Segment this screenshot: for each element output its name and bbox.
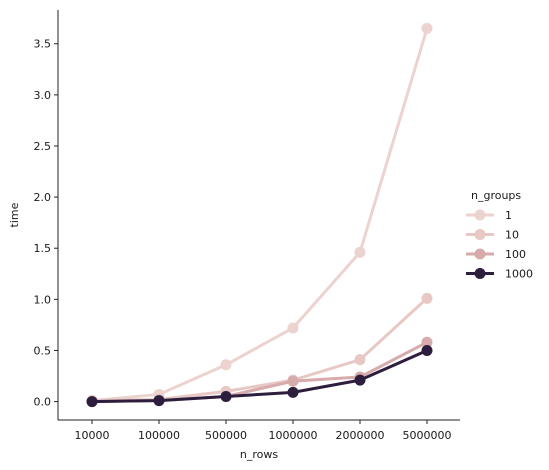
- y-tick-label: 1.5: [34, 242, 52, 255]
- series-line-10: [91, 297, 429, 403]
- x-tick-label: 10000: [75, 429, 110, 442]
- series-1000: [86, 344, 433, 408]
- legend: n_groups 1 10 100 1000: [466, 189, 533, 281]
- series-line-1000: [91, 349, 428, 404]
- data-point-1000: [421, 344, 433, 356]
- data-point-1: [287, 322, 299, 334]
- legend-swatch-marker: [474, 268, 486, 279]
- data-point-1: [421, 22, 433, 34]
- data-point-10: [421, 292, 433, 304]
- y-tick-label: 2.0: [34, 191, 52, 204]
- x-tick-label: 1000000: [269, 429, 318, 442]
- data-point-100: [287, 375, 299, 387]
- y-tick-label: 2.5: [34, 140, 52, 153]
- legend-entry-1000: 1000: [505, 268, 533, 281]
- x-tick-label: 2000000: [336, 429, 385, 442]
- data-point-1: [354, 246, 366, 258]
- data-point-1: [220, 359, 232, 371]
- y-tick-label: 3.0: [34, 89, 52, 102]
- data-point-1000: [287, 386, 299, 398]
- x-tick-label: 500000: [205, 429, 247, 442]
- legend-swatch-marker: [474, 248, 486, 260]
- data-point-1000: [153, 395, 165, 407]
- y-tick-label: 1.0: [34, 293, 52, 306]
- axes: 0.0 0.5 1.0 1.5 2.0 2.5 3.0 3.5 10000 100000 50000…: [34, 10, 460, 442]
- x-tick-label: 5000000: [403, 429, 452, 442]
- legend-entry-1: 1: [505, 209, 512, 222]
- legend-swatch-marker: [474, 209, 486, 221]
- legend-swatch-marker: [474, 229, 486, 240]
- y-tick-label: 3.5: [34, 38, 52, 51]
- data-point-1000: [354, 374, 366, 386]
- x-tick-label: 100000: [138, 429, 180, 442]
- plot-area: [86, 22, 433, 408]
- data-point-10: [354, 354, 366, 366]
- data-point-1000: [86, 396, 98, 408]
- y-tick-label: 0.5: [34, 344, 52, 357]
- legend-entry-10: 10: [505, 229, 519, 242]
- series-1: [86, 22, 433, 407]
- y-tick-label: 0.0: [34, 396, 52, 409]
- y-axis-label: time: [8, 202, 21, 227]
- legend-entry-100: 100: [505, 248, 526, 261]
- series-line-1: [91, 27, 429, 403]
- data-point-100: [421, 336, 433, 348]
- data-point-1000: [220, 390, 232, 402]
- x-axis-label: n_rows: [240, 448, 278, 461]
- legend-title: n_groups: [471, 189, 521, 202]
